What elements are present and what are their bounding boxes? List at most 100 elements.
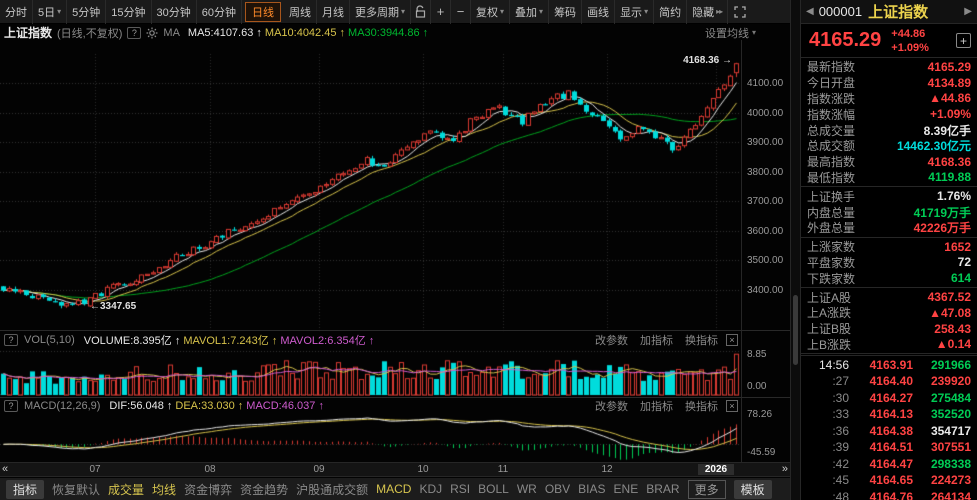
period-tab-周线[interactable]: 周线 <box>284 0 318 24</box>
tick-row[interactable]: :39 4164.51 307551 <box>801 439 977 456</box>
tick-row[interactable]: :42 4164.47 298338 <box>801 455 977 472</box>
volume-panel-links: 改参数 加指标 换指标 <box>595 332 718 348</box>
indicator-tab-BRAR[interactable]: BRAR <box>646 482 680 496</box>
macd-axis-max: 78.26 <box>747 409 773 420</box>
tool-button-简约[interactable]: 简约 <box>654 0 688 24</box>
period-tab-分时[interactable]: 分时 <box>0 0 33 24</box>
tick-price: 4164.51 <box>869 440 913 455</box>
indicator-tab-RSI[interactable]: RSI <box>450 482 471 496</box>
panel-link-换指标[interactable]: 换指标 <box>685 401 718 413</box>
macd-chart-canvas[interactable] <box>0 414 742 462</box>
tick-time: 14:56 <box>818 357 849 372</box>
period-buttons: 分时 5日 ▾ 5分钟 15分钟 30分钟 60分钟 日线 周线 月线 更多周期 ▾ <box>0 0 412 24</box>
up-arrow-icon: ↑ <box>336 26 346 39</box>
tick-row[interactable]: :36 4164.38 354717 <box>801 422 977 439</box>
tick-volume: 307551 <box>930 440 971 455</box>
indicator-tab-WR[interactable]: WR <box>516 482 537 496</box>
tool-button-显示[interactable]: 显示 ▾ <box>615 0 655 24</box>
tick-price: 4164.65 <box>869 473 913 488</box>
lock-icon[interactable] <box>411 0 432 24</box>
quote-label: 平盘家数 <box>807 255 856 270</box>
indicator-tab-KDJ[interactable]: KDJ <box>419 482 443 496</box>
tick-row[interactable]: :33 4164.13 352520 <box>801 406 977 423</box>
panel-link-换指标[interactable]: 换指标 <box>685 335 718 347</box>
indicator-tab-更多[interactable]: 更多 <box>687 479 726 499</box>
tool-button-画线[interactable]: 画线 <box>582 0 616 24</box>
tick-row[interactable]: :45 4164.65 224273 <box>801 472 977 489</box>
quote-panel: ◀ 000001 上证指数 ▶ 4165.29 +44.86 +1.09% + … <box>801 0 977 500</box>
indicator-tab-成交量[interactable]: 成交量 <box>108 482 145 497</box>
tick-row[interactable]: :30 4164.27 275484 <box>801 389 977 406</box>
panel-link-加指标[interactable]: 加指标 <box>640 401 673 413</box>
tool-button-叠加[interactable]: 叠加 ▾ <box>510 0 550 24</box>
panel-link-加指标[interactable]: 加指标 <box>640 335 673 347</box>
tick-price: 4164.27 <box>869 390 913 405</box>
tick-volume: 224273 <box>930 473 971 488</box>
chart-tool-buttons: 复权 ▾ 叠加 ▾ 筹码 画线 显示 ▾ 简约 隐藏 ▸▸ <box>471 0 729 24</box>
period-tab-月线[interactable]: 月线 <box>317 0 351 24</box>
tick-row[interactable]: :27 4164.40 239920 <box>801 373 977 390</box>
price-change: +44.86 +1.09% <box>891 27 929 55</box>
indicator-tab-BIAS[interactable]: BIAS <box>578 482 606 496</box>
tick-volume: 264134 <box>930 489 971 500</box>
vertical-scrollbar[interactable] <box>790 0 801 500</box>
tick-row[interactable]: :48 4164.76 264134 <box>801 488 977 500</box>
indicator-tab-BOLL[interactable]: BOLL <box>478 482 509 496</box>
add-to-watchlist-button[interactable]: + <box>956 33 971 48</box>
indicator-tab-均线[interactable]: 均线 <box>152 482 177 497</box>
tool-button-隐藏[interactable]: 隐藏 ▸▸ <box>687 0 729 24</box>
arrow-left-icon: ← <box>90 301 100 312</box>
period-tab-更多周期[interactable]: 更多周期 ▾ <box>350 0 412 24</box>
zoom-in-button[interactable]: + <box>431 0 452 24</box>
period-tab-60分钟[interactable]: 60分钟 <box>197 0 243 24</box>
period-tab-日线[interactable]: 日线 <box>245 1 282 22</box>
chart-subtitle: (日线,不复权) <box>57 27 123 40</box>
up-arrow-icon: ↑ <box>315 400 324 412</box>
help-icon[interactable]: ? <box>127 26 142 39</box>
volume-chart-canvas[interactable] <box>0 350 742 396</box>
period-toolbar: 分时 5日 ▾ 5分钟 15分钟 30分钟 60分钟 日线 周线 月线 更多周期 ▾ + − 复权 ▾ 叠… <box>0 0 790 24</box>
gear-icon[interactable] <box>146 27 158 39</box>
next-stock-icon[interactable]: ▶ <box>964 6 972 17</box>
stock-code: 000001 <box>818 4 863 19</box>
tick-row[interactable]: 14:56 4163.91 291966 <box>801 356 977 373</box>
indicator-tab-MACD[interactable]: MACD <box>376 482 412 496</box>
time-axis: « » 07 08 09 10 11 12 2026 <box>0 462 790 477</box>
indicator-tab-资金博弈[interactable]: 资金博弈 <box>184 482 233 497</box>
indicator-tab-ENE[interactable]: ENE <box>613 482 639 496</box>
up-arrow-icon: ↑ <box>163 400 173 412</box>
scrollbar-thumb[interactable] <box>793 295 798 365</box>
prev-stock-icon[interactable]: ◀ <box>806 6 814 17</box>
close-icon[interactable]: × <box>726 400 738 412</box>
indicator-tab-资金趋势[interactable]: 资金趋势 <box>240 482 289 497</box>
candlestick-chart-canvas[interactable] <box>0 40 742 332</box>
ma-settings-link[interactable]: 设置均线 ▾ <box>705 25 756 41</box>
scroll-right-icon[interactable]: » <box>781 463 788 475</box>
period-tab-15分钟[interactable]: 15分钟 <box>106 0 152 24</box>
close-icon[interactable]: × <box>726 334 738 346</box>
help-icon[interactable]: ? <box>4 334 18 346</box>
quote-label: 上A涨跌 <box>807 306 852 321</box>
volume-value-text: MAVOL2:6.354亿 <box>280 335 366 347</box>
indicator-tab-指标[interactable]: 指标 <box>6 479 45 499</box>
period-tab-5分钟[interactable]: 5分钟 <box>67 0 107 24</box>
tool-button-筹码[interactable]: 筹码 <box>549 0 583 24</box>
period-tab-30分钟[interactable]: 30分钟 <box>152 0 197 24</box>
indicator-tab-OBV[interactable]: OBV <box>544 482 571 496</box>
scroll-left-icon[interactable]: « <box>2 463 9 475</box>
panel-link-改参数[interactable]: 改参数 <box>595 401 628 413</box>
indicator-tab-恢复默认[interactable]: 恢复默认 <box>52 482 101 497</box>
indicator-tab-沪股通成交额[interactable]: 沪股通成交额 <box>296 482 369 497</box>
zoom-out-button[interactable]: − <box>451 0 472 24</box>
ma-values: MA5:4107.63 ↑ MA10:4042.45 ↑ MA30:3944.86 … <box>185 27 428 39</box>
quote-value: 1652 <box>944 239 971 254</box>
chart-zone: 分时 5日 ▾ 5分钟 15分钟 30分钟 60分钟 日线 周线 月线 更多周期 ▾ + − 复权 ▾ 叠… <box>0 0 790 500</box>
fullscreen-icon[interactable] <box>730 0 750 24</box>
tick-volume: 239920 <box>930 374 971 389</box>
help-icon[interactable]: ? <box>4 400 18 412</box>
indicator-tab-模板[interactable]: 模板 <box>733 479 772 499</box>
panel-link-改参数[interactable]: 改参数 <box>595 335 628 347</box>
period-tab-5日[interactable]: 5日 ▾ <box>33 0 68 24</box>
tool-button-复权[interactable]: 复权 ▾ <box>471 0 511 24</box>
